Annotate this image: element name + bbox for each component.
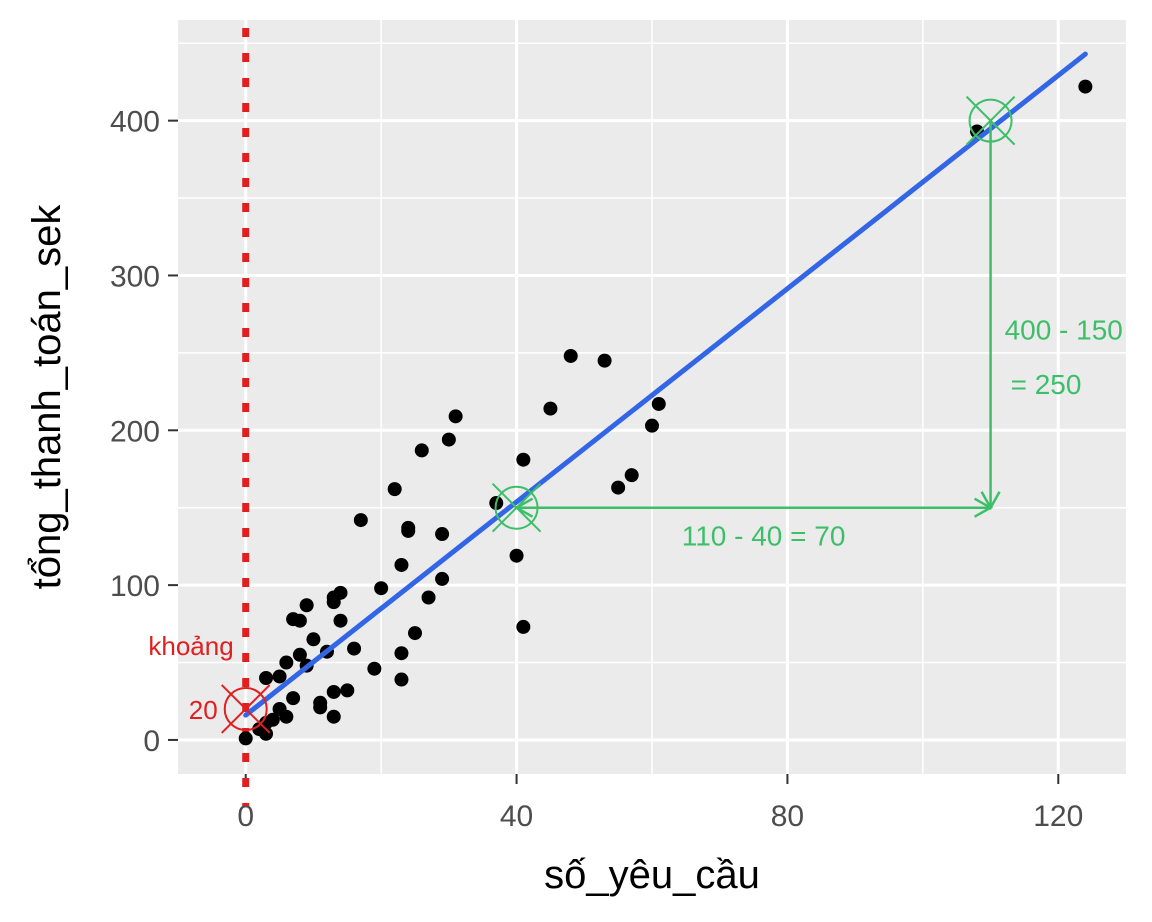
x-tick-label: 120	[1033, 800, 1083, 833]
y-tick-label: 200	[110, 415, 160, 448]
x-axis-title: số_yêu_cầu	[544, 853, 760, 897]
data-point	[367, 661, 382, 676]
data-point	[299, 598, 314, 613]
data-point	[374, 581, 389, 596]
data-point	[516, 452, 531, 467]
data-point	[394, 646, 409, 661]
data-point	[313, 695, 328, 710]
data-point	[394, 557, 409, 572]
rise-label-line2: = 250	[1011, 369, 1082, 400]
data-point	[448, 409, 463, 424]
x-tick-label: 40	[500, 800, 533, 833]
data-point	[333, 585, 348, 600]
intercept-marker-circle	[223, 686, 268, 731]
regression-line	[243, 51, 1088, 718]
data-point	[611, 480, 626, 495]
data-point	[597, 353, 612, 368]
data-point	[238, 731, 253, 746]
data-point	[441, 432, 456, 447]
data-point	[292, 647, 307, 662]
intercept-marker	[221, 684, 271, 734]
data-point	[509, 548, 524, 563]
x-tick-label: 80	[771, 800, 804, 833]
data-point	[414, 443, 429, 458]
data-point	[353, 513, 368, 528]
data-point	[435, 527, 450, 542]
y-axis-title: tổng_thanh_toán_sek	[25, 204, 69, 590]
data-point	[401, 523, 416, 538]
data-point	[651, 396, 666, 411]
data-point	[292, 613, 307, 628]
data-point	[333, 613, 348, 628]
data-point	[259, 671, 274, 686]
data-point	[272, 669, 287, 684]
data-point	[516, 619, 531, 634]
data-point	[543, 401, 558, 416]
run-label: 110 - 40 = 70	[682, 521, 846, 552]
data-point	[624, 468, 639, 483]
data-point	[306, 632, 321, 647]
data-point	[279, 655, 294, 670]
y-tick-label: 0	[143, 725, 160, 758]
data-point	[347, 641, 362, 656]
x-axis-ticks: 0 40 80 120	[237, 774, 1083, 833]
run-arrow-head-left	[514, 497, 534, 518]
y-axis-ticks: 0 100 200 300 400	[110, 106, 178, 758]
data-point	[645, 418, 659, 433]
y-tick-label: 300	[110, 260, 160, 293]
x-tick-label: 0	[237, 800, 254, 833]
data-point	[408, 626, 422, 641]
rise-arrow-head	[980, 491, 1001, 511]
fit-line	[243, 51, 1088, 718]
data-point	[265, 712, 280, 727]
intercept-marker-cross-b	[221, 684, 271, 734]
data-point	[394, 672, 409, 687]
data-point	[1078, 79, 1093, 94]
data-point	[259, 726, 274, 741]
intercept-label-line1: khoảng	[148, 631, 233, 661]
intercept-label-line2: 20	[189, 695, 218, 725]
rise-label-line1: 400 - 150	[1005, 315, 1123, 346]
data-point	[340, 683, 355, 698]
data-point	[326, 684, 341, 699]
data-point	[387, 482, 402, 497]
data-point	[279, 709, 294, 724]
data-point	[326, 709, 341, 724]
y-tick-label: 100	[110, 570, 160, 603]
annotations: 110 - 40 = 70 400 - 150 = 250 khoảng 20	[148, 95, 1123, 734]
data-point	[435, 571, 450, 586]
data-point	[421, 590, 436, 605]
y-tick-label: 400	[110, 106, 160, 139]
data-point	[286, 691, 301, 706]
data-point	[563, 348, 578, 363]
